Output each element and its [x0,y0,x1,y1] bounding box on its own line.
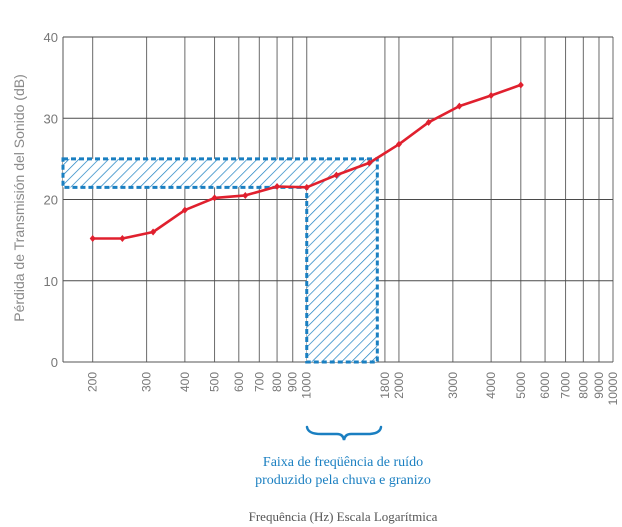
data-point [517,81,524,89]
x-tick-label: 8000 [576,372,590,399]
y-tick-label: 20 [44,193,58,208]
data-point [181,206,188,214]
data-point [395,140,402,148]
x-tick-label: 2000 [392,372,406,399]
data-point [425,118,432,126]
x-tick-label: 900 [286,372,300,392]
data-point [119,235,126,242]
x-tick-label: 700 [252,372,266,392]
tick-labels: 0 10 20 30 40 200 300 400 500 600 700 800 900 1000 180… [44,30,620,405]
y-tick-label: 40 [44,30,58,45]
y-tick-label: 30 [44,111,58,126]
x-tick-label: 500 [208,372,222,392]
noise-frequency-range-highlight [61,157,379,364]
annotation-line-1: Faixa de freqüência de ruído [263,455,423,470]
annotation-line-2: produzido pela chuva e granizo [255,473,431,488]
x-tick-label: 400 [178,372,192,392]
data-point [333,171,340,179]
data-point [150,228,157,236]
x-tick-label: 600 [232,372,246,392]
highlight-region [61,157,379,364]
x-tick-label: 300 [140,372,154,392]
x-tick-label: 7000 [559,372,573,399]
data-point [211,194,218,202]
y-tick-label: 0 [51,355,58,370]
data-point [242,191,249,199]
annotation-brace [305,425,383,441]
x-axis-label: Frequência (Hz) Escala Logarítmica [249,509,438,524]
data-point [89,235,96,242]
data-point [488,92,495,99]
data-point [366,159,373,167]
y-axis-label: Pérdida de Transmisión del Sonido (dB) [11,74,27,321]
data-point [456,102,463,110]
x-tick-label: 6000 [538,372,552,399]
x-tick-label: 200 [86,372,100,392]
data-point [274,183,281,190]
x-tick-label: 9000 [592,372,606,399]
data-point [303,183,310,191]
x-tick-label: 1800 [378,372,392,399]
x-tick-label: 10000 [606,372,620,406]
x-tick-label: 1000 [300,372,314,399]
x-tick-label: 800 [270,372,284,392]
x-tick-label: 3000 [446,372,460,399]
x-tick-label: 5000 [514,372,528,399]
y-tick-label: 10 [44,274,58,289]
series-layer [89,81,524,242]
x-tick-label: 4000 [484,372,498,399]
